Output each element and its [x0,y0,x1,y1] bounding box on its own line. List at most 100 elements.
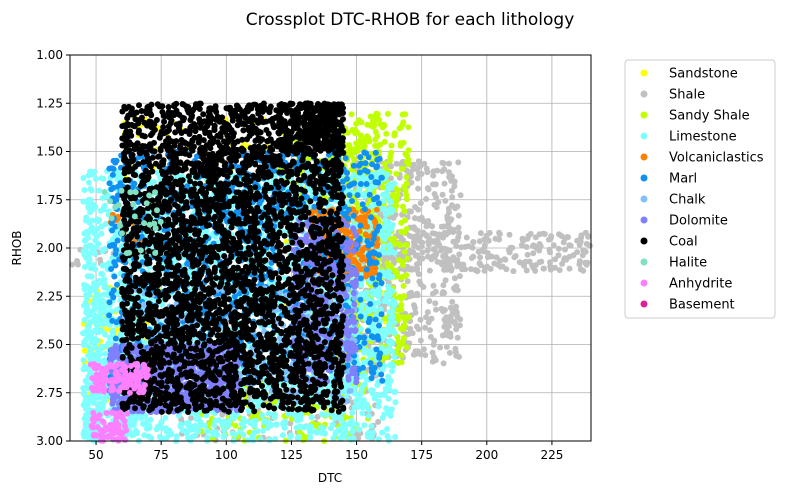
data-point [423,314,430,321]
data-point [371,306,378,313]
data-point [399,111,406,118]
data-point [460,261,467,268]
data-point [240,432,247,438]
data-point [398,306,405,313]
data-point [451,183,458,190]
data-point [455,159,462,166]
data-point [559,260,566,267]
data-point [408,289,415,296]
data-point [454,203,461,210]
data-point [381,298,388,305]
data-point [389,206,396,213]
data-point [255,402,262,408]
data-point [415,206,422,213]
data-point [385,338,392,345]
data-point [431,191,438,197]
data-point [429,358,436,365]
data-point [439,159,446,166]
data-point [580,267,587,274]
data-point [398,165,405,172]
data-point [399,121,406,128]
data-point [441,180,448,187]
data-point [451,178,458,185]
data-point [411,215,418,222]
data-point [449,173,455,180]
data-point [403,174,410,181]
data-point [261,417,268,424]
data-point [86,257,93,263]
data-point [386,254,393,261]
data-point [438,223,445,230]
data-point [356,186,363,193]
data-point [446,247,453,254]
data-point [279,432,286,439]
data-point [396,257,403,264]
data-point [425,253,431,260]
data-point [552,256,559,263]
data-point [361,422,368,429]
data-point [492,235,499,242]
data-point [523,244,530,250]
data-point [81,347,88,354]
data-point [379,429,386,436]
data-point [403,180,410,187]
data-point [405,156,412,163]
data-point [433,306,439,313]
data-point [95,241,102,247]
data-point [501,256,508,263]
data-point [456,322,463,329]
data-point [420,346,427,353]
data-point [567,242,574,249]
data-point [400,314,407,321]
data-point [358,384,365,391]
data-point [380,184,387,191]
data-point [80,175,87,181]
data-point [451,275,458,282]
data-point [272,411,278,418]
data-point [375,418,382,425]
data-point [379,206,385,212]
data-point [550,242,557,249]
data-point [413,261,420,268]
data-point [419,249,426,256]
data-point [454,334,461,341]
data-point [443,231,450,238]
data-point [406,232,413,239]
data-point [204,428,211,435]
data-point [318,411,325,418]
data-point [454,263,461,270]
data-point [446,349,453,356]
data-point [398,359,405,366]
data-point [440,282,447,289]
data-point [452,345,459,352]
data-point [385,268,392,275]
data-point [296,429,303,436]
data-point [84,273,91,280]
data-point [230,415,237,422]
data-point [536,241,543,247]
data-point [404,255,411,262]
data-point [220,434,227,440]
data-point [402,187,409,194]
data-point [408,266,415,273]
data-point [382,291,389,298]
data-point [92,175,99,182]
data-point [321,430,328,437]
data-point [453,243,460,249]
data-point [422,352,429,359]
data-point [368,423,375,430]
data-point [410,161,417,168]
data-point [389,368,396,375]
data-point [370,291,376,298]
data-point [484,263,491,270]
data-point [307,434,314,441]
data-point [204,434,211,441]
data-point [556,267,563,274]
data-point [259,412,265,418]
data-point [425,238,432,245]
data-point [491,260,498,267]
data-point [468,266,474,273]
data-point [361,349,368,356]
data-point [425,186,432,193]
